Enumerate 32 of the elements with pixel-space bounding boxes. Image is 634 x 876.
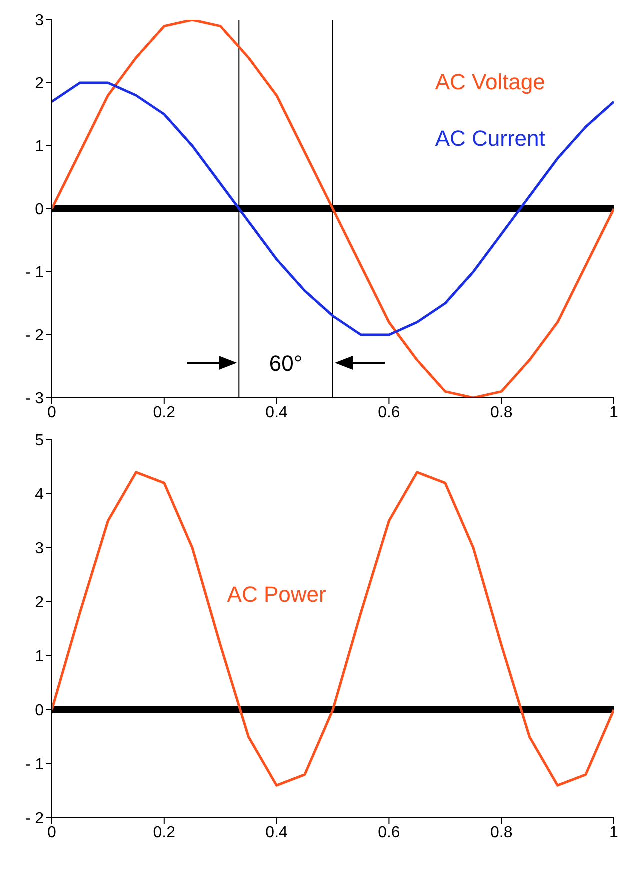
y-tick-label: 3: [35, 12, 44, 30]
y-tick-label: 2: [35, 594, 44, 612]
y-tick-label: - 2: [25, 328, 44, 345]
y-tick-label: - 3: [25, 390, 44, 408]
y-tick-label: - 1: [25, 756, 44, 774]
annotation: 60°: [269, 351, 303, 376]
y-tick-label: 1: [35, 138, 44, 156]
x-tick-label: 1: [610, 824, 619, 842]
x-tick-label: 0.2: [153, 824, 176, 842]
y-tick-label: 5: [35, 432, 44, 450]
line-series: [52, 471, 614, 787]
x-tick-label: 1: [610, 404, 619, 422]
x-tick-label: 0.8: [490, 404, 513, 422]
y-tick-label: 2: [35, 76, 44, 93]
series-label: AC Power: [227, 582, 326, 607]
x-tick-label: 0.6: [378, 824, 400, 842]
y-tick-label: - 1: [25, 264, 44, 282]
x-tick-label: 0.6: [378, 404, 400, 422]
text: AC Voltage: [435, 69, 546, 94]
x-tick-label: 0: [48, 824, 57, 842]
y-tick-label: 3: [35, 540, 44, 558]
x-tick-label: 0.4: [266, 824, 288, 842]
x-tick-label: 0.2: [153, 404, 176, 422]
y-tick-label: 1: [35, 648, 44, 666]
series-label: AC Current: [435, 126, 546, 151]
y-tick-label: 0: [35, 702, 44, 720]
y-tick-label: 4: [35, 486, 44, 504]
y-tick-label: - 2: [25, 810, 44, 828]
y-tick-label: 0: [35, 202, 44, 219]
x-tick-label: 0: [48, 404, 57, 422]
x-tick-label: 0.8: [490, 824, 513, 842]
x-tick-label: 0.4: [266, 404, 288, 422]
